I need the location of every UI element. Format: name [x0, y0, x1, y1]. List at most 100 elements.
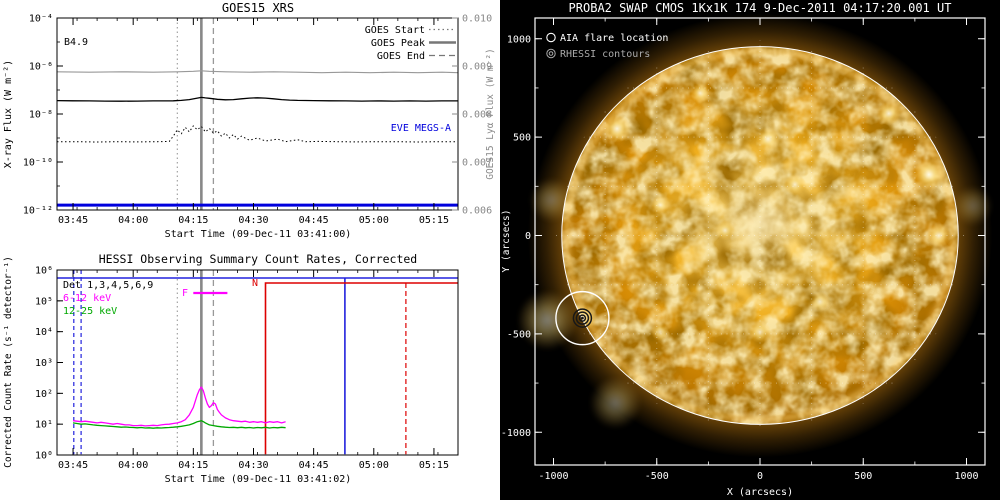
swap-x-tick-label: 0: [757, 471, 763, 482]
x-tick-label: 03:45: [58, 460, 88, 471]
y2-tick-label: 0.007: [462, 158, 492, 169]
y-tick-label: 10⁵: [35, 296, 53, 307]
rhessi-contours-icon: [546, 48, 556, 59]
swap-y-tick-label: 500: [513, 133, 531, 144]
swap-legend-rhessi: RHESSI contours: [560, 49, 650, 60]
swap-x-tick-label: 1000: [954, 471, 978, 482]
x-tick-label: 04:30: [238, 460, 268, 471]
limb-brightening: [564, 48, 956, 423]
active-region: [651, 323, 670, 342]
y-tick-label: 10⁻¹²: [23, 206, 53, 217]
swap-solar-panel: -1000 -500 0 500 1000 1000 500 0 -500 -1000 PROBA…: [500, 0, 1000, 500]
swap-title: PROBA2 SWAP CMOS 1Kx1K 174 9-Dec-2011 04…: [569, 1, 952, 15]
aia-flare-location-marker: [555, 290, 610, 346]
corona-streamer: [589, 376, 642, 429]
x-tick-label: 05:00: [359, 460, 389, 471]
night-flag-line: [264, 282, 458, 455]
hessi-legend-12-25kev: 12-25 keV: [63, 306, 117, 317]
night-flag-label: N: [252, 278, 258, 289]
y-tick-label: 10²: [35, 389, 53, 400]
series-6-12-kev: [72, 386, 286, 427]
y-tick-label: 10⁻⁶: [29, 62, 53, 73]
hessi-legend-detectors: Det 1,3,4,5,6,9: [63, 280, 153, 291]
goes-y2axis-label: GOES15 Lyα Flux (W m⁻²): [485, 48, 496, 180]
x-tick-label: 04:30: [238, 215, 268, 226]
goes-legend-end: GOES End: [377, 51, 425, 62]
active-region: [749, 321, 771, 344]
swap-x-tick-label: -1000: [538, 471, 568, 482]
y-tick-label: 10⁰: [35, 451, 53, 462]
corona-streamer: [952, 185, 993, 226]
active-region: [651, 196, 670, 215]
goes-xaxis-label: Start Time (09-Dec-11 03:41:00): [165, 229, 352, 240]
hessi-plot-area: 03:45 04:00 04:15 04:30 04:45 05:00 05:15 10⁰ 10…: [35, 266, 459, 471]
flare-flag-label: F: [182, 288, 188, 299]
active-region: [690, 83, 711, 104]
x-tick-label: 05:00: [359, 215, 389, 226]
active-region: [783, 173, 806, 196]
heliographic-grid: [556, 40, 964, 431]
swap-y-tick-label: -500: [507, 329, 531, 340]
series-goes-0-1-0-8-nm: [56, 96, 458, 102]
goes-yaxis-label: X-ray Flux (W m⁻²): [3, 60, 14, 168]
y-tick-label: 10⁻⁴: [29, 14, 53, 25]
active-region: [756, 126, 781, 151]
goes-xrs-panel: 03:45 04:00 04:15 04:30 04:45 05:00 05:15 10⁻⁴ 1…: [3, 1, 496, 240]
swap-plot-area: -1000 -500 0 500 1000 1000 500 0 -500 -1000: [500, 0, 1000, 500]
x-tick-label: 04:45: [299, 215, 329, 226]
x-tick-label: 04:15: [178, 460, 208, 471]
swap-x-tick-label: -500: [645, 471, 669, 482]
y2-tick-label: 0.010: [462, 14, 492, 25]
x-tick-label: 03:45: [58, 215, 88, 226]
swap-solar-image: -1000 -500 0 500 1000 1000 500 0 -500 -1000 PROBA…: [500, 0, 1000, 500]
y-tick-label: 10⁴: [35, 327, 53, 338]
rhessi-contour-core: [581, 316, 584, 320]
hessi-yaxis-label: Corrected Count Rate (s⁻¹ detector⁻¹): [3, 256, 14, 468]
y-tick-label: 10⁻⁸: [29, 110, 53, 121]
y-tick-label: 10³: [35, 358, 53, 369]
series-12-25-kev: [72, 420, 286, 429]
y2-tick-label: 0.006: [462, 206, 492, 217]
solar-disk: [562, 46, 958, 425]
y-tick-label: 10⁻¹⁰: [23, 158, 53, 169]
swap-yaxis-label: Y (arcsecs): [501, 210, 512, 273]
goes-legend-start: GOES Start: [365, 25, 425, 36]
active-region: [809, 291, 830, 312]
x-tick-label: 04:45: [299, 460, 329, 471]
rhessi-contour: [575, 311, 590, 325]
y-tick-label: 10⁶: [35, 266, 53, 277]
goes-legend-peak: GOES Peak: [371, 38, 425, 49]
aia-flare-location-icon: [546, 32, 556, 43]
x-tick-label: 04:15: [178, 215, 208, 226]
swap-xaxis-label: X (arcsecs): [727, 487, 793, 498]
hessi-xaxis-label: Start Time (09-Dec-11 03:41:02): [165, 474, 352, 485]
hessi-panel: 03:45 04:00 04:15 04:30 04:45 05:00 05:15 10⁰ 10…: [3, 252, 459, 485]
x-tick-label: 04:00: [118, 460, 148, 471]
solar-limb-circle: [561, 46, 959, 425]
rhessi-contours-icon-inner: [548, 51, 554, 56]
x-tick-label: 05:15: [419, 460, 449, 471]
hessi-legend-6-12kev: 6-12 keV: [63, 293, 111, 304]
rhessi-contour: [572, 308, 593, 328]
goes-flare-class-label: B4.9: [64, 37, 88, 48]
swap-y-tick-label: 0: [525, 231, 531, 242]
goes-title: GOES15 XRS: [222, 1, 294, 15]
active-region: [926, 223, 951, 248]
hessi-title: HESSI Observing Summary Count Rates, Cor…: [99, 252, 418, 266]
y2-tick-label: 0.009: [462, 62, 492, 73]
series-goes15-lyman-alpha: [56, 70, 459, 74]
active-region: [715, 220, 736, 241]
eve-megs-a-label: EVE MEGS-A: [391, 123, 451, 134]
y2-tick-label: 0.008: [462, 110, 492, 121]
timeseries-panels: 03:45 04:00 04:15 04:30 04:45 05:00 05:15 10⁻⁴ 1…: [0, 0, 500, 500]
swap-legend-aia: AIA flare location: [560, 33, 668, 44]
x-tick-label: 04:00: [118, 215, 148, 226]
goes-plot-area: 03:45 04:00 04:15 04:30 04:45 05:00 05:15 10⁻⁴ 1…: [23, 14, 492, 227]
swap-y-tick-label: -1000: [501, 428, 531, 439]
x-tick-label: 05:15: [419, 215, 449, 226]
rhessi-contour: [578, 314, 587, 322]
y-tick-label: 10¹: [35, 420, 53, 431]
swap-y-tick-label: 1000: [507, 34, 531, 45]
swap-x-tick-label: 500: [854, 471, 872, 482]
corona-streamer: [529, 178, 574, 223]
